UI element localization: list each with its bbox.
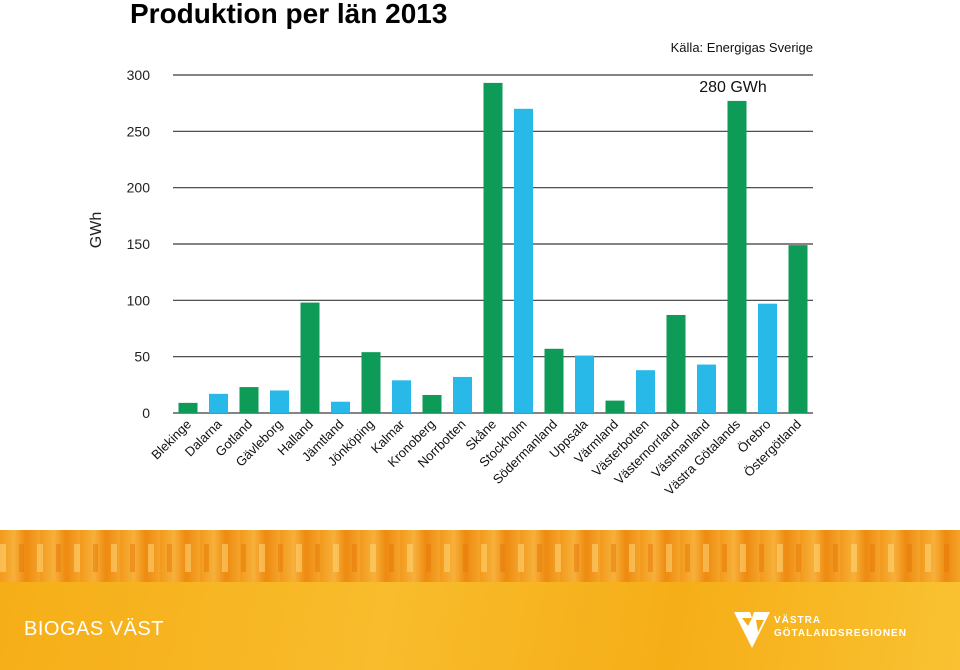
- footer-background: [0, 582, 960, 670]
- x-tick-labels: BlekingeDalarnaGotlandGävleborgHallandJä…: [148, 416, 804, 498]
- bar: [392, 380, 411, 413]
- annotation-label: 280 GWh: [699, 79, 767, 96]
- bar: [666, 314, 686, 413]
- bars: [178, 82, 808, 414]
- bar: [544, 348, 564, 413]
- bar: [697, 364, 716, 413]
- bar: [422, 394, 442, 413]
- logo-text: VÄSTRA GÖTALANDSREGIONEN: [774, 614, 907, 640]
- bar: [270, 390, 289, 413]
- bar: [514, 108, 533, 414]
- bar: [453, 376, 472, 413]
- bar: [727, 100, 747, 413]
- bar: [300, 302, 320, 413]
- logo-line-1: VÄSTRA: [774, 615, 822, 626]
- bar: [636, 370, 655, 413]
- y-tick-label: 100: [127, 292, 151, 308]
- logo-line-2: GÖTALANDSREGIONEN: [774, 628, 907, 639]
- bar: [575, 355, 594, 413]
- bar: [331, 401, 350, 413]
- y-tick-label: 250: [127, 123, 151, 139]
- bar: [788, 245, 808, 413]
- y-tick-labels: 0 50 100 150 200 250 300: [127, 67, 151, 421]
- bar: [605, 400, 625, 413]
- source-note: Källa: Energigas Sverige: [671, 40, 813, 55]
- y-tick-label: 150: [127, 236, 151, 252]
- y-tick-label: 0: [142, 405, 150, 421]
- decorative-banner: [0, 530, 960, 582]
- y-tick-label: 200: [127, 180, 151, 196]
- y-tick-label: 300: [127, 67, 151, 83]
- bar: [178, 402, 198, 413]
- bar: [239, 387, 259, 413]
- vgr-logo: VÄSTRA GÖTALANDSREGIONEN: [732, 608, 922, 652]
- brand-name: BIOGAS VÄST: [24, 618, 164, 640]
- y-axis-label: GWh: [88, 212, 105, 248]
- bar: [361, 352, 381, 413]
- bar: [758, 303, 777, 413]
- bar: [483, 82, 503, 414]
- chart-title: Produktion per län 2013: [130, 0, 448, 29]
- bar-chart: 0 50 100 150 200 250 300 BlekingeDalarnaGotlan…: [88, 40, 813, 498]
- footer-banner: BIOGAS VÄST VÄSTRA GÖTALANDSREGIONEN: [0, 530, 960, 670]
- bar: [209, 393, 228, 413]
- vgr-logo-icon: [734, 612, 770, 648]
- y-tick-label: 50: [134, 349, 150, 365]
